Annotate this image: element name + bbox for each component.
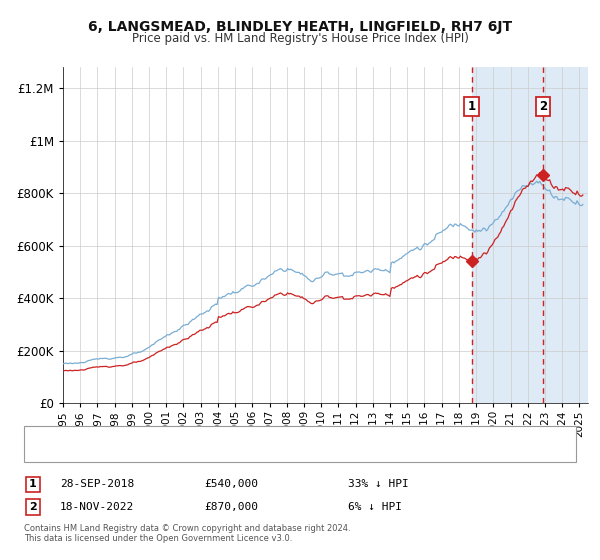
Text: £870,000: £870,000 <box>204 502 258 512</box>
Bar <box>472 67 600 403</box>
Text: £540,000: £540,000 <box>204 479 258 489</box>
Text: Contains HM Land Registry data © Crown copyright and database right 2024.: Contains HM Land Registry data © Crown c… <box>24 524 350 533</box>
Text: —: — <box>42 428 58 444</box>
Text: 1: 1 <box>468 100 476 113</box>
Text: 6, LANGSMEAD, BLINDLEY HEATH, LINGFIELD, RH7 6JT: 6, LANGSMEAD, BLINDLEY HEATH, LINGFIELD,… <box>88 20 512 34</box>
Text: Price paid vs. HM Land Registry's House Price Index (HPI): Price paid vs. HM Land Registry's House … <box>131 32 469 45</box>
Text: 6% ↓ HPI: 6% ↓ HPI <box>348 502 402 512</box>
Text: 6, LANGSMEAD, BLINDLEY HEATH, LINGFIELD, RH7 6JT (detached house): 6, LANGSMEAD, BLINDLEY HEATH, LINGFIELD,… <box>78 431 455 441</box>
Text: This data is licensed under the Open Government Licence v3.0.: This data is licensed under the Open Gov… <box>24 534 292 543</box>
Text: 1: 1 <box>29 479 37 489</box>
Text: HPI: Average price, detached house, Tandridge: HPI: Average price, detached house, Tand… <box>78 447 322 457</box>
Text: 28-SEP-2018: 28-SEP-2018 <box>60 479 134 489</box>
Text: 33% ↓ HPI: 33% ↓ HPI <box>348 479 409 489</box>
Text: 18-NOV-2022: 18-NOV-2022 <box>60 502 134 512</box>
Text: —: — <box>42 444 58 459</box>
Text: 2: 2 <box>539 100 547 113</box>
Text: 2: 2 <box>29 502 37 512</box>
